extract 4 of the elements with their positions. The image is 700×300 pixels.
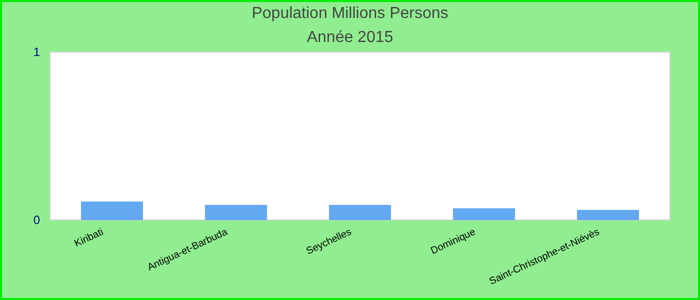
chart-title: Population Millions Persons [252,5,448,22]
y-tick-label: 0 [33,213,40,228]
chart-subtitle: Année 2015 [306,29,394,46]
y-tick-label: 1 [33,45,40,60]
